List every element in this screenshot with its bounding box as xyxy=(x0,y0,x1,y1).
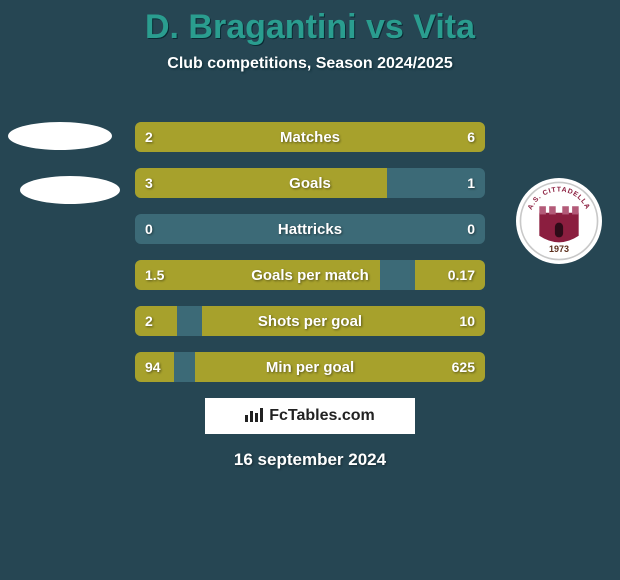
bar-row: 31Goals xyxy=(135,168,485,198)
bar-label: Goals xyxy=(135,168,485,198)
comparison-bar-chart: 26Matches 31Goals 00Hattricks 1.50.17Goals … xyxy=(135,122,485,398)
left-placeholder-oval-2 xyxy=(20,176,120,204)
club-badge-cittadella: A.S. CITTADELLA 1973 xyxy=(516,178,602,264)
page-title: D. Bragantini vs Vita xyxy=(0,0,620,47)
branding-text: FcTables.com xyxy=(269,407,375,425)
comparison-infographic: D. Bragantini vs Vita Club competitions,… xyxy=(0,0,620,580)
page-subtitle: Club competitions, Season 2024/2025 xyxy=(0,55,620,73)
bar-row: 1.50.17Goals per match xyxy=(135,260,485,290)
bar-row: 94625Min per goal xyxy=(135,352,485,382)
bar-label: Min per goal xyxy=(135,352,485,382)
generation-date: 16 september 2024 xyxy=(0,450,620,470)
bar-row: 26Matches xyxy=(135,122,485,152)
svg-text:1973: 1973 xyxy=(549,244,569,254)
bar-label: Goals per match xyxy=(135,260,485,290)
branding-box: FcTables.com xyxy=(205,398,415,434)
bar-label: Hattricks xyxy=(135,214,485,244)
left-placeholder-oval-1 xyxy=(8,122,112,150)
bar-chart-icon xyxy=(245,406,263,427)
bar-row: 210Shots per goal xyxy=(135,306,485,336)
bar-label: Matches xyxy=(135,122,485,152)
bar-label: Shots per goal xyxy=(135,306,485,336)
bar-row: 00Hattricks xyxy=(135,214,485,244)
shield-icon: A.S. CITTADELLA 1973 xyxy=(518,180,600,262)
